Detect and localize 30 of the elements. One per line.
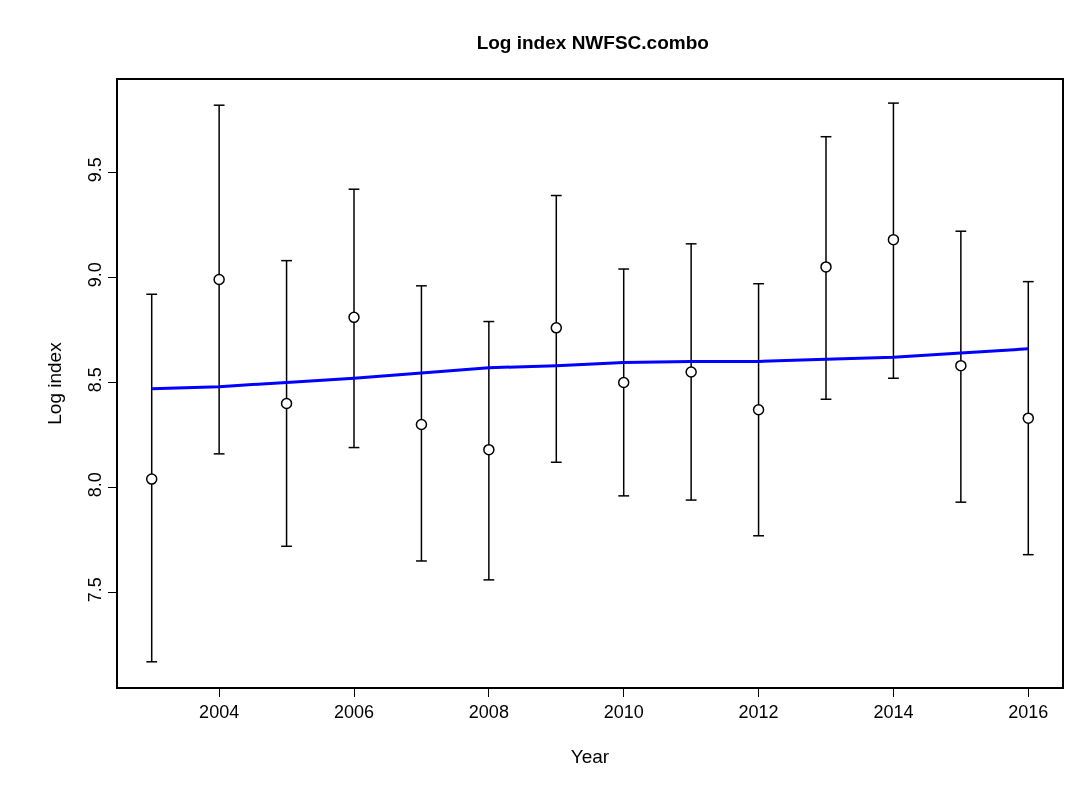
point: [820, 261, 832, 273]
point: [415, 418, 428, 431]
x-tick-label: 2012: [738, 702, 779, 723]
x-tick-label: 2016: [1008, 702, 1049, 723]
point: [955, 359, 967, 372]
chart-title: Log index NWFSC.combo: [476, 32, 709, 54]
point: [483, 443, 495, 456]
point: [685, 366, 697, 378]
point: [752, 404, 765, 416]
point: [887, 233, 900, 246]
x-tick-label: 2014: [873, 702, 914, 723]
y-tick-label: 8.5: [85, 367, 106, 393]
x-axis-title: Year: [570, 745, 610, 767]
y-tick-label: 7.5: [85, 577, 106, 603]
y-tick-label: 9.0: [85, 262, 106, 288]
point: [280, 397, 293, 410]
point: [1022, 412, 1035, 424]
x-tick-label: 2004: [199, 702, 240, 723]
line-series: [150, 347, 1030, 391]
point: [617, 376, 630, 389]
x-tick-label: 2008: [468, 702, 509, 723]
point: [213, 273, 225, 286]
point: [348, 311, 360, 324]
point: [550, 322, 563, 334]
x-tick-label: 2006: [333, 702, 375, 723]
x-tick-label: 2010: [603, 702, 644, 723]
y-tick-label: 9.5: [85, 157, 106, 183]
y-tick-label: 8.0: [85, 472, 106, 498]
point: [145, 473, 158, 485]
y-axis-title: Log index: [44, 341, 66, 425]
